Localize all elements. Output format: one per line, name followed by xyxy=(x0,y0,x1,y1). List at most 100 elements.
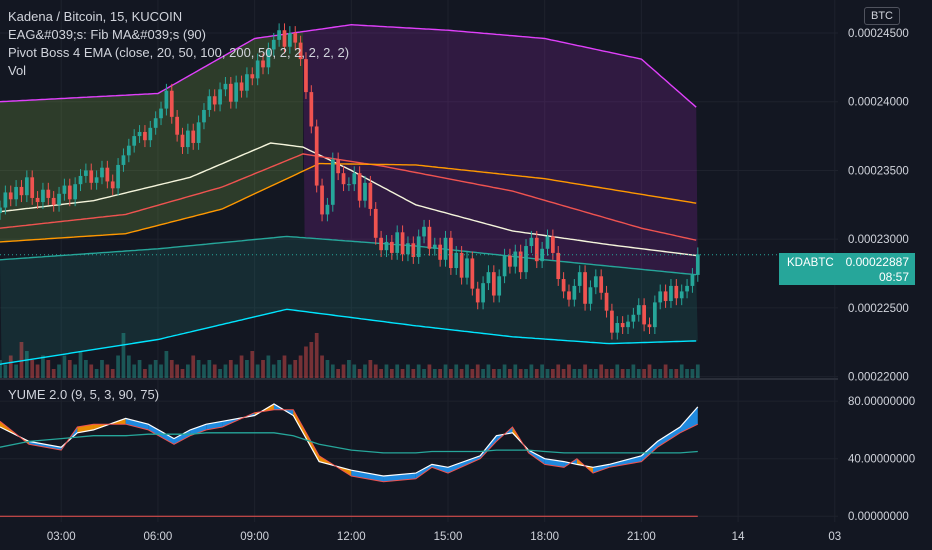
oscillator-fill xyxy=(528,450,545,465)
volume-bar xyxy=(647,364,652,378)
currency-badge[interactable]: BTC xyxy=(864,7,900,25)
volume-bar xyxy=(465,364,469,378)
symbol-title[interactable]: Kadena / Bitcoin, 15, KUCOIN xyxy=(8,9,183,24)
candle xyxy=(373,208,378,238)
candle xyxy=(298,42,303,60)
candle xyxy=(556,252,561,280)
volume-bar xyxy=(196,360,201,378)
candle xyxy=(695,254,700,275)
volume-bar xyxy=(615,364,620,378)
candle xyxy=(631,314,636,322)
candle xyxy=(153,118,158,128)
volume-bar xyxy=(325,360,330,378)
volume-bar xyxy=(271,364,276,378)
line-ema-20 xyxy=(0,142,697,257)
candle xyxy=(250,74,255,79)
oscillator-fill xyxy=(609,455,642,468)
candle xyxy=(218,89,222,105)
volume-bar xyxy=(604,369,609,378)
indicator-pivot-boss[interactable]: Pivot Boss 4 EMA (close, 20, 50, 100, 20… xyxy=(8,45,350,60)
volume-bar xyxy=(30,360,35,378)
oscillator-fill xyxy=(206,421,223,430)
time-tick-label: 12:00 xyxy=(337,531,366,543)
volume-bar xyxy=(266,355,271,378)
indicator-yume[interactable]: YUME 2.0 (9, 5, 3, 90, 75) xyxy=(8,387,160,402)
time-tick-label: 15:00 xyxy=(434,531,463,543)
indicator-volume[interactable]: Vol xyxy=(8,63,27,78)
volume-bar xyxy=(89,364,94,378)
volume-bar xyxy=(250,351,255,378)
volume-bar xyxy=(336,369,341,378)
oscillator-fill xyxy=(383,473,416,482)
volume-bar xyxy=(245,360,249,378)
candle xyxy=(159,108,163,119)
time-tick-label: 14 xyxy=(732,531,745,543)
candle xyxy=(180,134,185,148)
candle xyxy=(19,186,24,196)
volume-bar xyxy=(373,364,378,378)
candle xyxy=(78,175,83,185)
indicator-fib-ma[interactable]: EAG&#039;s: Fib MA&#039;s (90) xyxy=(8,27,206,42)
time-tick-label: 03:00 xyxy=(47,531,76,543)
oscillator-legend[interactable]: YUME 2.0 (9, 5, 3, 90, 75) xyxy=(8,386,159,404)
candle xyxy=(341,173,346,185)
volume-bar xyxy=(105,364,110,378)
volume-bar xyxy=(679,364,684,378)
price-tick-label: 0.00022000 xyxy=(848,372,909,384)
oscillator-fill xyxy=(431,464,449,474)
candle xyxy=(615,323,620,333)
volume-bar xyxy=(529,364,534,378)
price-tag-countdown: 08:57 xyxy=(878,270,909,284)
price-tag-symbol: KDABTC xyxy=(787,257,834,269)
line-ema-50 xyxy=(0,153,697,241)
volume-bar xyxy=(164,351,169,378)
volume-bar xyxy=(368,360,373,378)
volume-bar xyxy=(481,369,485,378)
volume-bar xyxy=(94,369,99,378)
candle xyxy=(658,291,663,303)
volume-bar xyxy=(116,355,120,378)
candle xyxy=(347,184,351,186)
candle xyxy=(685,285,689,292)
volume-bar xyxy=(218,369,222,378)
volume-bar xyxy=(180,369,185,378)
volume-bars xyxy=(0,333,700,378)
candle xyxy=(126,145,131,156)
volume-bar xyxy=(663,364,668,378)
candle xyxy=(551,236,555,253)
volume-bar xyxy=(186,364,190,378)
volume-bar xyxy=(341,364,346,378)
volume-bar xyxy=(148,364,153,378)
candle xyxy=(148,127,153,141)
price-tick-label: 0.00023500 xyxy=(848,165,909,177)
volume-bar xyxy=(669,369,673,378)
oscillator-tick-label: 40.00000000 xyxy=(848,454,915,466)
volume-bar xyxy=(132,364,137,378)
volume-bar xyxy=(78,351,83,378)
volume-bar xyxy=(24,351,29,378)
candle xyxy=(545,236,550,249)
oscillator-fill xyxy=(174,429,191,445)
volume-bar xyxy=(491,369,496,378)
candle xyxy=(647,324,652,328)
volume-bar xyxy=(459,369,464,378)
candle xyxy=(164,90,169,109)
candle xyxy=(497,276,502,296)
volume-bar xyxy=(416,364,421,378)
volume-bar xyxy=(652,369,657,378)
volume-bar xyxy=(363,364,367,378)
oscillator-fill xyxy=(641,441,658,462)
candle xyxy=(427,226,432,249)
oscillator-fill xyxy=(29,441,62,451)
volume-bar xyxy=(126,355,131,378)
candle xyxy=(669,285,673,302)
volume-bar xyxy=(636,369,641,378)
candle xyxy=(481,283,485,303)
candle xyxy=(416,236,421,258)
candle xyxy=(449,237,453,269)
yume-oscillator xyxy=(0,403,699,517)
candle xyxy=(110,181,115,189)
candle xyxy=(271,39,276,50)
candle xyxy=(14,186,18,200)
